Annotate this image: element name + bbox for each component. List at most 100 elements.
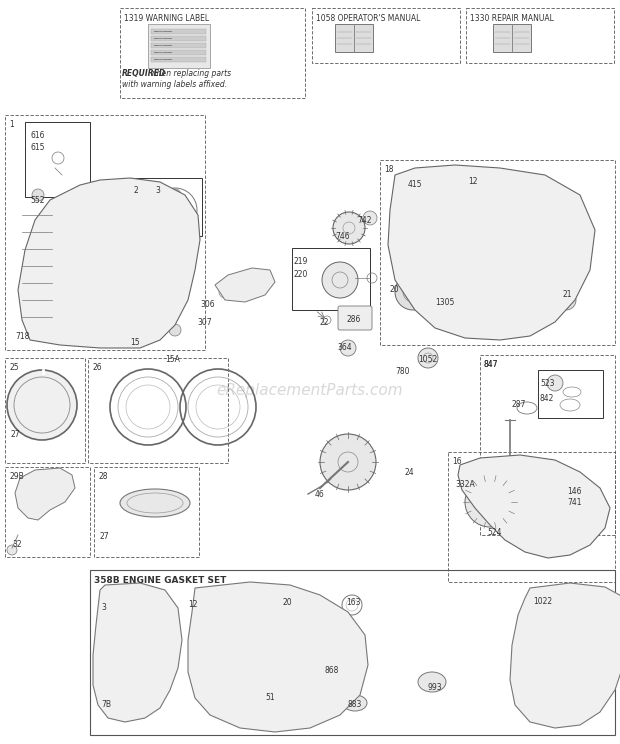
Text: 20: 20 [283,598,293,607]
Circle shape [322,262,358,298]
Circle shape [169,324,181,336]
Bar [151,43,206,48]
Text: 1319 WARNING LABEL: 1319 WARNING LABEL [124,14,209,23]
Bar [151,36,206,41]
Circle shape [7,545,17,555]
Text: 1022: 1022 [533,597,552,606]
Text: 22: 22 [320,318,329,327]
Text: 524: 524 [487,528,502,537]
Circle shape [435,200,545,310]
Polygon shape [458,455,610,558]
Bar [380,160,615,345]
Circle shape [502,514,518,530]
Circle shape [428,271,434,278]
Bar [130,178,202,236]
Circle shape [32,324,44,336]
Polygon shape [188,582,368,732]
Bar [88,358,228,463]
Bar [480,355,615,535]
Text: 358B ENGINE GASKET SET: 358B ENGINE GASKET SET [94,576,226,585]
Text: 842: 842 [540,394,554,403]
Text: ━━━━━━━━━: ━━━━━━━━━ [153,30,172,34]
Text: 18: 18 [384,165,394,174]
Ellipse shape [343,695,367,711]
Ellipse shape [248,688,288,712]
Text: 552: 552 [30,196,45,205]
Text: 219: 219 [294,257,308,266]
Circle shape [451,202,456,208]
Circle shape [506,311,512,317]
Circle shape [32,189,44,201]
Text: 780: 780 [395,367,409,376]
Circle shape [418,348,438,368]
Circle shape [320,434,376,490]
Circle shape [34,474,62,502]
Text: 615: 615 [30,143,45,152]
FancyBboxPatch shape [338,306,372,330]
Text: 847: 847 [484,360,498,369]
Circle shape [537,216,543,222]
Circle shape [285,592,311,618]
Circle shape [537,472,573,508]
Circle shape [437,216,443,222]
Text: 993: 993 [428,683,443,692]
Text: ━━━━━━━━━: ━━━━━━━━━ [153,51,172,55]
Text: 1330 REPAIR MANUAL: 1330 REPAIR MANUAL [470,14,554,23]
Circle shape [468,311,474,317]
Circle shape [506,193,512,199]
Circle shape [549,252,555,258]
Circle shape [7,370,77,440]
Circle shape [546,233,552,239]
Text: 3: 3 [101,603,106,612]
Circle shape [465,477,515,527]
Text: 742: 742 [357,216,371,225]
Text: 7B: 7B [101,700,111,709]
Bar [493,24,531,52]
Bar [151,29,206,34]
Text: 12: 12 [188,600,198,609]
Circle shape [487,314,493,320]
Text: 15: 15 [130,338,140,347]
Text: 220: 220 [294,270,308,279]
Text: 616: 616 [30,131,45,140]
Circle shape [63,207,173,317]
Circle shape [523,202,529,208]
Text: when replacing parts: when replacing parts [148,69,231,78]
Bar [94,467,199,557]
Text: 20: 20 [390,285,400,294]
Bar [448,452,615,582]
Text: 307: 307 [197,318,211,327]
Bar [335,24,373,52]
Text: with warning labels affixed.: with warning labels affixed. [122,80,227,89]
Circle shape [437,289,443,295]
Circle shape [333,212,365,244]
Bar [292,248,370,310]
Text: 16: 16 [452,457,462,466]
Text: 1052: 1052 [418,355,437,364]
Text: 746: 746 [335,232,350,241]
Text: 868: 868 [325,666,339,675]
Text: 146: 146 [567,487,582,496]
Bar [5,115,205,350]
Circle shape [363,211,377,225]
Ellipse shape [120,489,190,517]
Text: REQUIRED: REQUIRED [122,69,166,78]
Circle shape [537,289,543,295]
Circle shape [340,340,356,356]
Polygon shape [215,268,275,302]
Text: 26: 26 [92,363,102,372]
Circle shape [425,252,431,258]
Text: 27: 27 [99,532,108,541]
Text: 2: 2 [133,186,138,195]
Text: 21: 21 [563,290,572,299]
Circle shape [556,290,576,310]
Polygon shape [18,178,200,348]
Text: 718: 718 [15,332,29,341]
Text: 24: 24 [405,468,415,477]
Text: 28: 28 [98,472,107,481]
Circle shape [523,302,529,308]
Text: 286: 286 [347,315,361,324]
Text: ━━━━━━━━━: ━━━━━━━━━ [153,58,172,62]
Bar [148,24,210,68]
Text: 29B: 29B [9,472,24,481]
